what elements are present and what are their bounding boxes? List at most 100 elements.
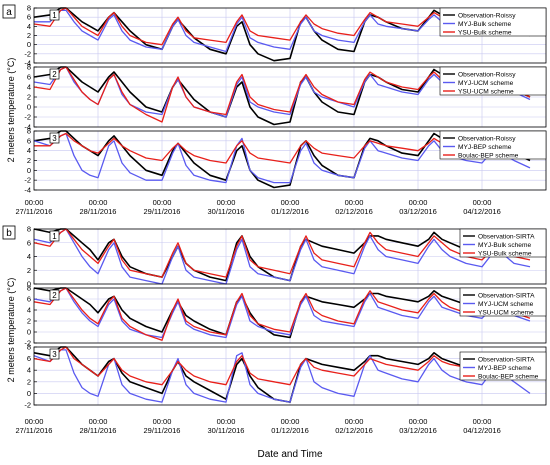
series-line-3 — [33, 287, 531, 341]
y-tick-label: 0 — [27, 40, 31, 49]
y-tick-label: 0 — [27, 280, 31, 289]
y-tick-label: 6 — [27, 238, 31, 247]
x-tick-date: 30/11/2016 — [208, 426, 245, 435]
x-tick-date: 27/11/2016 — [16, 207, 53, 216]
series-line-1 — [33, 228, 531, 282]
y-tick-label: 4 — [27, 366, 31, 375]
series-line-1 — [33, 346, 531, 403]
y-tick-label: 0 — [27, 389, 31, 398]
y-tick-label: 8 — [27, 343, 31, 352]
panel-label-box — [2, 4, 16, 19]
subpanel-number: 3 — [52, 350, 57, 359]
y-tick-label: 6 — [27, 295, 31, 304]
y-tick-label: 8 — [27, 127, 31, 136]
y-tick-label: -2 — [24, 113, 31, 122]
legend-entry: Observation-SIRTA — [478, 293, 535, 300]
x-tick-date: 04/12/2016 — [463, 426, 501, 435]
subpanel-number-box — [49, 68, 60, 80]
legend-entry: YSU-UCM scheme — [458, 89, 514, 96]
legend-entry: Observation-Roissy — [458, 72, 516, 79]
legend-entry: MYJ-BEP scheme — [478, 365, 532, 372]
y-tick-label: 0 — [27, 103, 31, 112]
y-tick-label: -4 — [24, 59, 31, 68]
series-line-3 — [33, 228, 531, 278]
subpanel-number: 1 — [52, 11, 57, 20]
y-tick-label: 4 — [27, 22, 31, 31]
y-axis-label-b: 2 meters temperature (°C) — [6, 278, 16, 383]
x-tick-time: 00:00 — [409, 198, 428, 207]
x-tick-date: 28/11/2016 — [80, 426, 117, 435]
legend-entry: Observation-Roissy — [458, 13, 516, 20]
legend-entry: Boulac-BEP scheme — [458, 153, 519, 160]
series-line-2 — [33, 228, 531, 285]
legend-entry: Observation-Roissy — [458, 136, 516, 143]
x-tick-time: 00:00 — [153, 417, 172, 426]
x-tick-labels-b: 00:0027/11/201600:0028/11/201600:0029/11… — [16, 417, 501, 435]
x-tick-time: 00:00 — [281, 198, 300, 207]
x-tick-date: 04/12/2016 — [463, 207, 501, 216]
x-tick-date: 03/12/2016 — [399, 426, 437, 435]
y-tick-label: -2 — [24, 339, 31, 348]
plot-frame — [33, 66, 547, 128]
x-tick-date: 30/11/2016 — [208, 207, 245, 216]
y-tick-label: 2 — [27, 317, 31, 326]
legend-entry: MYJ-Bulk scheme — [478, 242, 531, 249]
subpanel-number: 1 — [52, 232, 57, 241]
x-tick-date: 28/11/2016 — [80, 207, 117, 216]
x-tick-date: 03/12/2016 — [399, 207, 437, 216]
x-tick-time: 00:00 — [473, 198, 492, 207]
y-tick-label: 4 — [27, 146, 31, 155]
y-tick-label: -2 — [24, 401, 31, 410]
y-tick-label: 2 — [27, 93, 31, 102]
x-tick-time: 00:00 — [89, 198, 108, 207]
legend-entry: YSU-Bulk scheme — [458, 30, 512, 37]
x-tick-date: 02/12/2016 — [335, 207, 373, 216]
legend-box — [439, 66, 547, 96]
x-tick-time: 00:00 — [473, 417, 492, 426]
legend-entry: MYJ-UCM scheme — [458, 80, 514, 87]
y-tick-label: 8 — [27, 4, 31, 13]
series-line-3 — [33, 346, 531, 386]
y-tick-label: 0 — [27, 166, 31, 175]
y-tick-label: 4 — [27, 306, 31, 315]
x-tick-date: 27/11/2016 — [16, 426, 53, 435]
y-tick-label: 2 — [27, 266, 31, 275]
legend-entry: Observation-SIRTA — [478, 357, 535, 364]
subpanel-number-box — [49, 9, 60, 21]
series-line-2 — [33, 349, 531, 403]
x-axis-label: Date and Time — [257, 449, 322, 460]
y-tick-label: 2 — [27, 31, 31, 40]
subpanel-number: 2 — [52, 70, 57, 79]
legend-entry: MYJ-BEP scheme — [458, 144, 512, 151]
y-axis-label-a: 2 meters temperature (°C) — [6, 58, 16, 163]
y-tick-label: 6 — [27, 136, 31, 145]
subpanel-number: 3 — [52, 134, 57, 143]
x-tick-time: 00:00 — [345, 417, 364, 426]
legend-entry: Observation-SIRTA — [478, 234, 535, 241]
x-tick-time: 00:00 — [345, 198, 364, 207]
y-tick-label: -4 — [24, 186, 31, 195]
subpanel-number-box — [49, 132, 60, 144]
y-tick-label: 0 — [27, 328, 31, 337]
y-tick-label: -4 — [24, 123, 31, 132]
series-line-2 — [33, 287, 531, 339]
legend-entry: MYJ-UCM scheme — [478, 301, 534, 308]
x-tick-date: 02/12/2016 — [335, 426, 373, 435]
x-tick-time: 00:00 — [25, 417, 44, 426]
x-tick-date: 29/11/2016 — [144, 426, 181, 435]
x-tick-date: 29/11/2016 — [144, 207, 181, 216]
y-tick-label: 6 — [27, 73, 31, 82]
legend-box — [439, 7, 547, 37]
subpanel-number-box — [49, 230, 60, 242]
y-tick-label: 8 — [27, 225, 31, 234]
